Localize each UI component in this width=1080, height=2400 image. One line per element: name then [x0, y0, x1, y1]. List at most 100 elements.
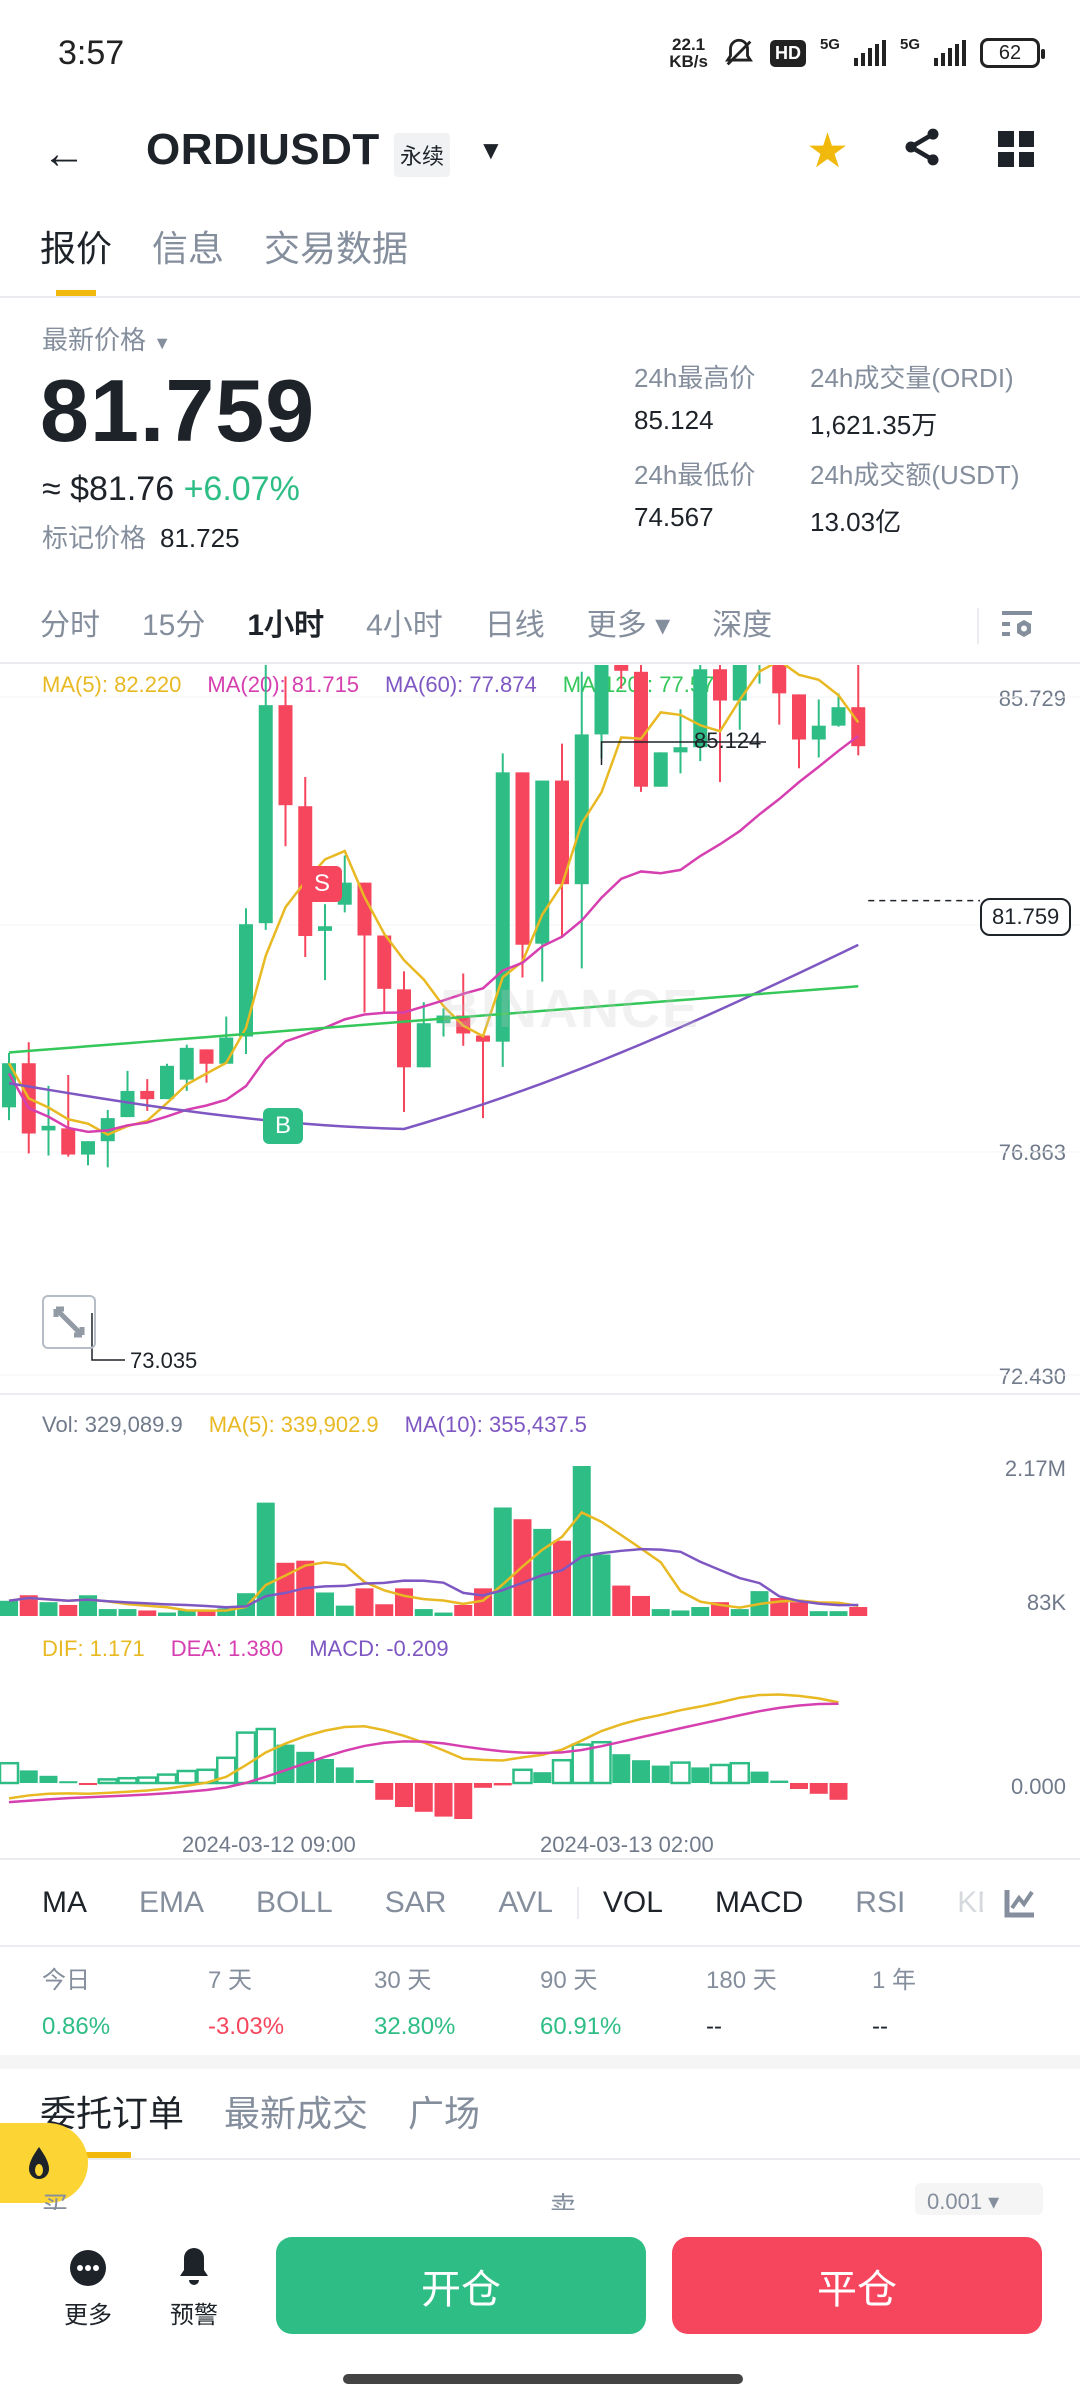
price-axis-bottom: 72.430 — [998, 1364, 1066, 1389]
indicator-tabs: MA EMA BOLL SAR AVL VOL MACD RSI KD — [42, 1886, 983, 1920]
symbol-title[interactable]: ORDIUSDT — [146, 125, 380, 174]
orderbook-header: 买卖 — [42, 2191, 577, 2210]
binance-watermark: BINANCE — [440, 979, 701, 1039]
mute-bell-icon — [724, 38, 753, 66]
indicator-macd[interactable]: MACD — [714, 1886, 804, 1919]
stat-24h-high: 24h最高价 85.124 — [634, 363, 756, 435]
volume-value: Vol: 329,089.9 — [42, 1412, 183, 1437]
section-gap — [0, 2055, 1080, 2069]
volume-legend: Vol: 329,089.9 MA(5): 339,902.9 MA(10): … — [42, 1412, 587, 1438]
ma5-value: MA(5): 82.220 — [42, 672, 182, 697]
indicator-ma[interactable]: MA — [42, 1886, 87, 1919]
price-axis-top: 85.729 — [998, 686, 1066, 711]
stat-24h-volume: 24h成交量(ORDI) 1,621.35万 — [810, 363, 1014, 440]
interval-tabs: 分时 15分 1小时 4小时 日线 更多 ▾ 深度 — [40, 600, 814, 644]
divider — [0, 662, 1080, 664]
tab-latest-trades[interactable]: 最新成交 — [224, 2093, 369, 2134]
status-icons: 22.1 KB/s HD 5G 5G 62 — [669, 36, 1045, 70]
tab-trading-data[interactable]: 交易数据 — [264, 228, 409, 269]
home-indicator[interactable] — [343, 2374, 743, 2384]
volume-chart[interactable] — [0, 1440, 1080, 1620]
status-bar: 3:57 22.1 KB/s HD 5G 5G 62 — [0, 0, 1080, 110]
alert-button[interactable]: 预警 — [170, 2244, 218, 2330]
tab-square[interactable]: 广场 — [408, 2093, 481, 2134]
divider — [0, 1945, 1080, 1947]
tab-quote[interactable]: 报价 — [40, 228, 113, 269]
interval-15m[interactable]: 15分 — [142, 609, 206, 642]
more-button[interactable]: 更多 — [64, 2248, 112, 2330]
macd-axis-zero: 0.000 — [1010, 1774, 1066, 1799]
indicator-avl[interactable]: AVL — [498, 1886, 553, 1919]
star-icon[interactable]: ★ — [806, 125, 850, 178]
stat-24h-low: 24h最低价 74.567 — [634, 460, 756, 532]
hd-icon: HD — [769, 39, 806, 67]
macd-legend: DIF: 1.171 DEA: 1.380 MACD: -0.209 — [42, 1636, 449, 1662]
mark-price: 标记价格 81.725 — [42, 523, 240, 553]
indicator-sar[interactable]: SAR — [384, 1886, 447, 1919]
perf-30d: 30 天 32.80% — [374, 1967, 456, 2040]
battery-icon: 62 — [980, 38, 1045, 68]
interval-time[interactable]: 分时 — [40, 609, 100, 642]
indicator-ema[interactable]: EMA — [139, 1886, 205, 1919]
divider — [0, 1393, 1080, 1395]
grid-menu-icon[interactable] — [998, 131, 1034, 167]
perf-180d: 180 天 -- — [706, 1967, 777, 2040]
macd-value: MACD: -0.209 — [309, 1636, 449, 1661]
volume-ma5: MA(5): 339,902.9 — [208, 1412, 379, 1437]
precision-select[interactable]: 0.001 ▾ — [915, 2183, 1043, 2215]
order-tabs: 委托订单 最新成交 广场 — [40, 2085, 520, 2137]
macd-chart[interactable] — [0, 1660, 1080, 1830]
dif-value: DIF: 1.171 — [42, 1636, 145, 1661]
last-price-label[interactable]: 最新价格 ▼ — [42, 325, 172, 355]
signal-icon — [853, 40, 886, 66]
close-position-button[interactable]: 平仓 — [672, 2237, 1042, 2334]
indicator-kd[interactable]: KD — [957, 1886, 983, 1919]
caret-down-icon[interactable]: ▼ — [478, 135, 504, 165]
perf-7d: 7 天 -3.03% — [208, 1967, 285, 2040]
divider — [0, 1858, 1080, 1860]
low-price-marker: 73.035 — [130, 1348, 198, 1373]
bell-icon — [180, 2248, 208, 2285]
chart-settings-icon[interactable] — [1000, 608, 1036, 644]
volume-axis-top: 2.17M — [1004, 1456, 1066, 1481]
back-arrow-icon[interactable]: ← — [42, 129, 86, 178]
indicator-boll[interactable]: BOLL — [256, 1886, 333, 1919]
usd-price: ≈ $81.76 +6.07% — [42, 470, 300, 508]
indicator-vol[interactable]: VOL — [602, 1886, 663, 1919]
network-type-2: 5G — [899, 36, 920, 53]
ma60-value: MA(60): 77.874 — [385, 672, 537, 697]
clock: 3:57 — [58, 34, 125, 72]
last-price: 81.759 — [40, 361, 316, 460]
indicator-rsi[interactable]: RSI — [855, 1886, 906, 1919]
interval-1h[interactable]: 1小时 — [247, 609, 325, 642]
share-icon[interactable] — [900, 125, 944, 169]
current-price-tag: 81.759 — [980, 898, 1072, 936]
expand-chart-icon[interactable] — [42, 1295, 96, 1349]
active-tab-indicator — [56, 290, 96, 298]
active-tab-indicator — [45, 2152, 131, 2160]
interval-depth[interactable]: 深度 — [712, 609, 773, 642]
high-price-marker: 85.124 — [694, 728, 762, 753]
perf-today: 今日 0.86% — [42, 1967, 111, 2040]
ma20-value: MA(20): 81.715 — [207, 672, 360, 697]
dea-value: DEA: 1.380 — [170, 1636, 284, 1661]
flame-icon — [29, 2147, 49, 2179]
volume-ma10: MA(10): 355,437.5 — [404, 1412, 587, 1437]
main-tabs: 报价 信息 交易数据 — [40, 220, 448, 272]
perf-1y: 1 年 -- — [872, 1967, 917, 2040]
interval-1d[interactable]: 日线 — [484, 609, 545, 642]
caret-down-icon: ▼ — [153, 333, 172, 353]
candlestick-chart[interactable] — [0, 665, 1080, 1395]
indicator-settings-icon[interactable] — [1004, 1888, 1036, 1918]
buy-badge[interactable]: B — [263, 1108, 303, 1144]
open-position-button[interactable]: 开仓 — [276, 2237, 646, 2334]
perf-90d: 90 天 60.91% — [540, 1967, 622, 2040]
sell-badge[interactable]: S — [302, 866, 342, 902]
volume-axis-bottom: 83K — [1026, 1590, 1066, 1615]
floating-action-button[interactable] — [0, 2123, 88, 2203]
interval-more[interactable]: 更多 ▾ — [586, 609, 671, 642]
interval-4h[interactable]: 4小时 — [366, 609, 443, 642]
divider — [0, 296, 1080, 298]
divider — [0, 2158, 1080, 2160]
tab-info[interactable]: 信息 — [152, 228, 225, 269]
